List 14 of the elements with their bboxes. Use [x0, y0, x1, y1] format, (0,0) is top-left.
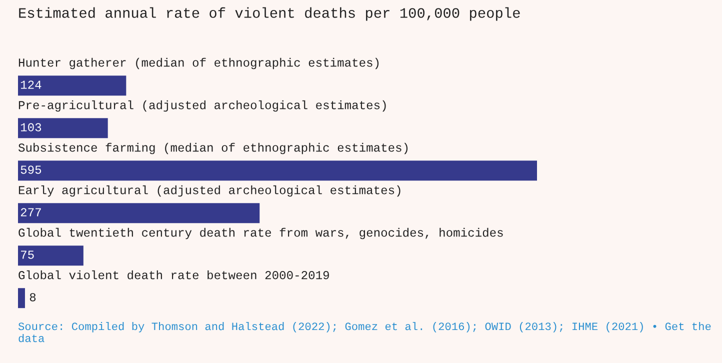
data-label: 75	[21, 250, 34, 259]
data-label: 277	[20, 208, 41, 216]
data-label: 595	[20, 166, 42, 174]
y-tick-label: Pre-agricultural (adjusted archeological estimates)	[18, 100, 386, 112]
y-tick-label: Global twentieth century death rate from wars, genocides, homicides	[18, 228, 503, 240]
source-note: Source: Compiled by Thomson and Halstead (2022); Gomez et al. (2016); OWID (2013); IHME (2021) • Get the data	[18, 322, 711, 342]
data-label: 8	[30, 293, 36, 302]
y-tick-label: Hunter gatherer (median of ethnographic estimates)	[18, 58, 379, 70]
chart-title: Estimated annual rate of violent deaths per 100,000 people	[19, 7, 520, 21]
data-label: 124	[20, 80, 42, 89]
y-tick-label: Global violent death rate between 2000-2019	[18, 270, 329, 280]
y-tick-label: Subsistence farming (median of ethnographic estimates)	[18, 142, 408, 154]
y-tick-label: Early agricultural (adjusted archeological estimates)	[18, 185, 400, 197]
data-label: 103	[20, 123, 42, 132]
